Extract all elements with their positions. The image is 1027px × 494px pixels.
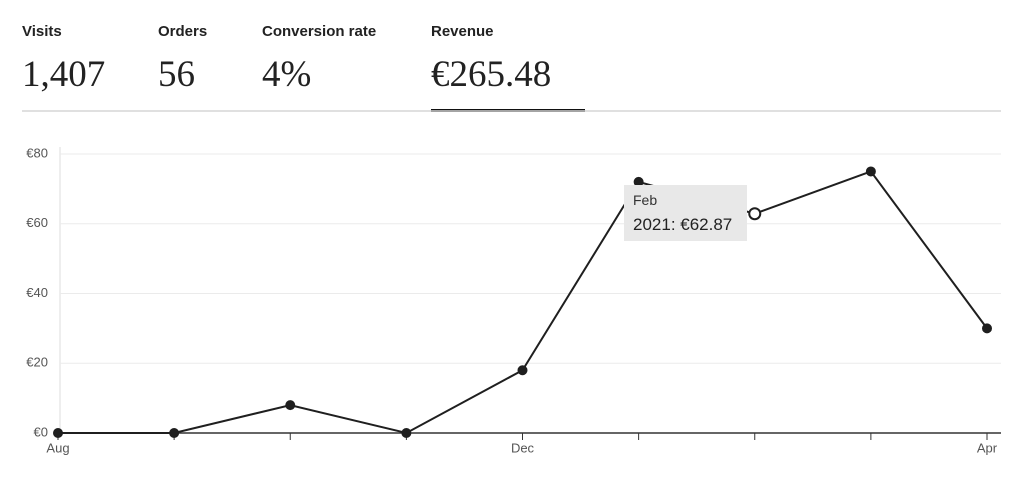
x-tick-label: Dec bbox=[511, 440, 535, 455]
metric-label: Visits bbox=[22, 23, 62, 40]
data-point[interactable] bbox=[748, 207, 762, 221]
data-point[interactable] bbox=[285, 400, 296, 411]
tooltip: Feb 2021: €62.87 bbox=[624, 185, 747, 241]
y-tick-label: €20 bbox=[26, 355, 48, 370]
metric-tab[interactable]: Conversion rate 4% bbox=[262, 23, 376, 95]
metric-tab[interactable]: Revenue €265.48 bbox=[431, 23, 585, 112]
data-point[interactable] bbox=[865, 166, 876, 177]
metric-tab[interactable]: Visits 1,407 bbox=[22, 23, 105, 95]
metric-tab[interactable]: Orders 56 bbox=[158, 23, 207, 95]
metric-label: Revenue bbox=[431, 23, 494, 40]
data-point[interactable] bbox=[169, 428, 180, 438]
metric-value: 4% bbox=[262, 54, 311, 95]
y-tick-label: €0 bbox=[34, 424, 48, 439]
tooltip-text: 2021: €62.87 bbox=[633, 215, 732, 234]
y-tick-label: €60 bbox=[26, 215, 48, 230]
x-tick-label: Aug bbox=[46, 440, 69, 455]
tooltip-box bbox=[624, 185, 747, 241]
metric-value: 56 bbox=[158, 54, 195, 95]
y-tick-label: €40 bbox=[26, 285, 48, 300]
data-point[interactable] bbox=[982, 323, 992, 334]
chart: €0 €20 €40 €60 €80 Aug Dec Apr Feb 2021: €62.87 bbox=[26, 145, 1001, 455]
metric-value: 1,407 bbox=[22, 54, 105, 95]
line bbox=[58, 170, 988, 435]
x-tick-label: Apr bbox=[977, 440, 998, 455]
metric-value: €265.48 bbox=[431, 54, 551, 95]
data-point[interactable] bbox=[401, 428, 412, 438]
tooltip-title: Feb bbox=[633, 192, 657, 208]
metric-label: Orders bbox=[158, 23, 207, 40]
metric-label: Conversion rate bbox=[262, 23, 376, 40]
metric-tabs: Visits 1,407 Orders 56 Conversion rate 4% Reve… bbox=[22, 23, 585, 112]
data-point[interactable] bbox=[517, 365, 528, 376]
y-tick-label: €80 bbox=[26, 145, 48, 160]
data-point[interactable] bbox=[53, 428, 63, 438]
